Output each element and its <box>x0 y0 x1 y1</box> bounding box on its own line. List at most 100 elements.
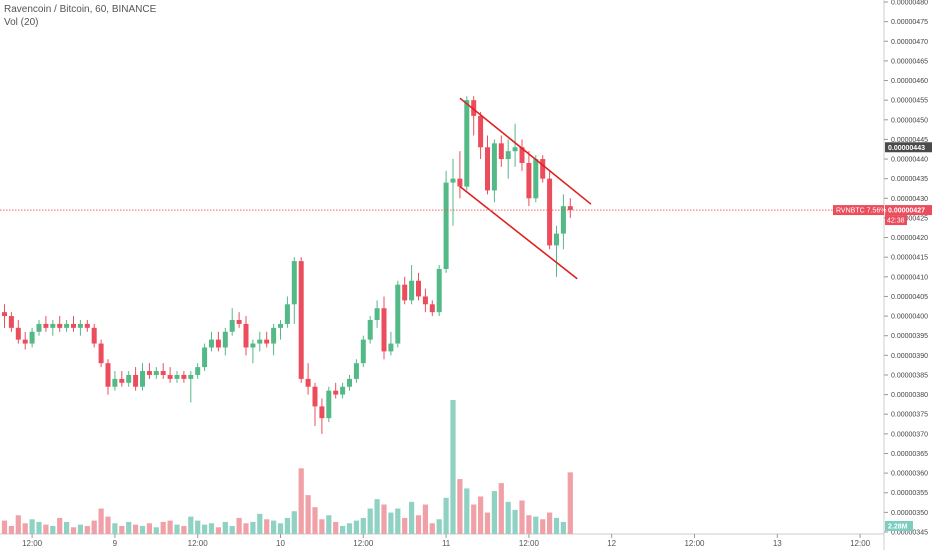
volume-bar <box>436 519 442 534</box>
volume-bar <box>505 501 511 534</box>
candle-body <box>526 162 532 199</box>
volume-bar <box>112 523 118 534</box>
volume-bar <box>374 499 380 534</box>
volume-bar <box>519 500 525 534</box>
volume-bar <box>450 400 456 534</box>
candle-body <box>395 284 401 344</box>
price-tick-label: 0.00000475 <box>891 19 928 26</box>
volume-bar <box>464 488 470 534</box>
volume-bar <box>139 525 146 534</box>
candle-body <box>333 390 339 395</box>
time-tick-label: 12 <box>607 539 616 548</box>
volume-bar <box>533 516 539 534</box>
volume-bar <box>498 483 504 534</box>
candle-body <box>305 378 311 387</box>
time-tick-label: 12:00 <box>188 539 209 548</box>
price-tick-label: 0.00000395 <box>891 333 928 340</box>
candle-body <box>291 261 297 305</box>
volume-bar <box>298 468 304 534</box>
volume-bar <box>409 501 415 534</box>
candle-body <box>353 363 359 379</box>
price-tick-label: 0.00000435 <box>891 176 928 183</box>
price-tick-label: 0.00000360 <box>891 471 928 478</box>
volume-bar <box>478 496 484 534</box>
time-tick-label: 12:00 <box>353 539 374 548</box>
volume-bar <box>181 525 187 534</box>
volume-bar <box>264 519 270 534</box>
candle-body <box>126 374 132 383</box>
time-tick-label: 12:00 <box>684 539 705 548</box>
candle-body <box>485 147 490 191</box>
candle-body <box>167 374 173 379</box>
candle-body <box>222 331 228 348</box>
candle-body <box>519 147 525 163</box>
candle-body <box>278 323 283 328</box>
volume-bar <box>353 520 359 534</box>
volume-bar <box>443 497 449 534</box>
symbol-tag: RVNBTC 7.56% <box>836 208 886 215</box>
candle-body <box>429 304 435 313</box>
candle-body <box>250 343 256 348</box>
candle-body <box>105 363 111 387</box>
candle-body <box>298 261 304 379</box>
volume-bar <box>15 515 21 534</box>
candle-body <box>312 386 318 407</box>
volume-bar <box>257 513 263 534</box>
volume-bar <box>188 516 194 534</box>
candle-body <box>181 374 187 379</box>
candle-body <box>174 374 180 379</box>
candle-body <box>57 323 63 328</box>
trendline <box>459 185 578 280</box>
candle-body <box>36 323 42 332</box>
price-tick-label: 0.00000425 <box>891 215 928 222</box>
candle-body <box>367 320 373 340</box>
volume-bar <box>415 515 422 534</box>
candle-body <box>436 268 442 313</box>
volume-bar <box>133 524 139 534</box>
price-tick-label: 0.00000430 <box>891 196 928 203</box>
candle-body <box>188 374 194 379</box>
price-tick-label: 0.00000470 <box>891 39 928 46</box>
candle-body <box>533 159 539 199</box>
price-tick-label: 0.00000445 <box>891 137 928 144</box>
volume-bar <box>91 520 97 534</box>
volume-bar <box>105 516 111 534</box>
candle-body <box>443 182 449 269</box>
candle-body <box>402 284 408 301</box>
volume-bar <box>146 523 152 534</box>
candle-body <box>64 323 70 328</box>
trendlines[interactable] <box>459 97 592 280</box>
volume-bar <box>215 527 221 534</box>
current-price-tag: 0.00000443 <box>888 145 925 152</box>
volume-bar <box>277 523 284 534</box>
volume-bar <box>271 520 277 534</box>
time-tick-label: 12:00 <box>850 539 871 548</box>
volume-bar <box>333 521 339 534</box>
price-tick-label: 0.00000370 <box>891 431 928 438</box>
price-tick-label: 0.00000465 <box>891 58 928 65</box>
last-price-tag-bg <box>885 205 932 216</box>
price-tick-label: 0.00000410 <box>891 274 928 281</box>
candle-body <box>540 159 546 179</box>
price-tick-label: 0.00000385 <box>891 372 928 379</box>
candle-body <box>153 371 159 375</box>
candle-body <box>209 339 214 348</box>
time-tick-label: 12:00 <box>22 539 43 548</box>
volume-bar <box>167 520 173 534</box>
time-tick-label: 10 <box>276 539 285 548</box>
candle-body <box>215 339 221 348</box>
price-tick-label: 0.00000350 <box>891 510 928 517</box>
volume-bar <box>326 515 332 534</box>
volume-bar <box>208 523 215 534</box>
price-tick-label: 0.00000375 <box>891 412 928 419</box>
candle-body <box>450 178 456 183</box>
candle-body <box>119 378 125 383</box>
volume-indicator-label[interactable]: Vol (20) <box>4 17 39 28</box>
countdown-bg <box>885 215 907 226</box>
chart-title: Ravencoin / Bitcoin, 60, BINANCE <box>4 4 157 15</box>
volume-bar <box>1 520 8 534</box>
volume-bar <box>153 527 159 534</box>
price-tick-label: 0.00000355 <box>891 490 928 497</box>
volume-bar <box>491 491 497 534</box>
